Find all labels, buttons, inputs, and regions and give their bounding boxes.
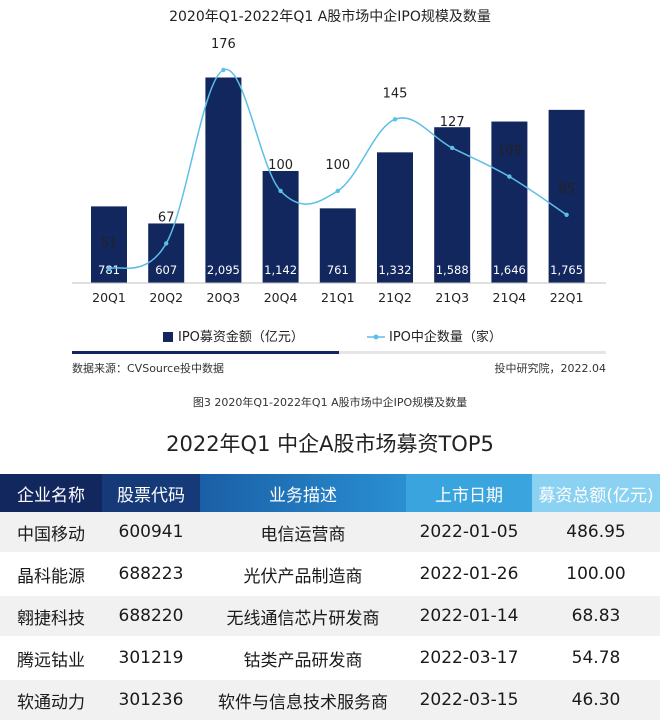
cell-business: 无线通信芯片研发商 bbox=[226, 608, 380, 629]
cell-listing-date: 2022-03-17 bbox=[419, 648, 519, 668]
cell-stock-code: 688220 bbox=[118, 606, 184, 626]
line-value-label: 145 bbox=[383, 86, 408, 101]
cell-amount: 46.30 bbox=[571, 690, 621, 710]
legend-bar-label: IPO募资金额（亿元） bbox=[178, 329, 304, 345]
chart-legend: IPO募资金额（亿元） IPO中企数量（家） bbox=[163, 329, 502, 345]
table-row: 软通动力 301236 软件与信息技术服务商 2022-03-15 46.30 bbox=[0, 680, 660, 722]
cell-business: 软件与信息技术服务商 bbox=[218, 692, 388, 713]
cell-business: 钴类产品研发商 bbox=[243, 650, 363, 671]
legend-bar-swatch bbox=[163, 332, 173, 342]
cell-stock-code: 301236 bbox=[118, 690, 184, 710]
count-line bbox=[108, 69, 568, 270]
header-company: 企业名称 bbox=[0, 474, 102, 512]
top5-table: 企业名称 股票代码 业务描述 上市日期 募资总额(亿元) 中国移动 600941… bbox=[0, 474, 660, 722]
cell-company: 中国移动 bbox=[17, 524, 85, 545]
chart-title: 2020年Q1-2022年Q1 A股市场中企IPO规模及数量 bbox=[169, 9, 491, 25]
line-value-label: 100 bbox=[268, 158, 293, 173]
cell-amount: 486.95 bbox=[566, 522, 626, 542]
line-point bbox=[564, 212, 569, 217]
line-value-label: 127 bbox=[440, 115, 465, 130]
x-tick-label: 20Q4 bbox=[264, 290, 298, 305]
line-value-label: 85 bbox=[558, 182, 575, 197]
bar-value-label: 1,765 bbox=[550, 263, 583, 277]
cell-stock-code: 688223 bbox=[118, 564, 184, 584]
bar-value-label: 1,332 bbox=[379, 263, 412, 277]
table-title: 2022年Q1 中企A股市场募资TOP5 bbox=[166, 432, 494, 456]
bar bbox=[319, 208, 356, 283]
line-value-label: 100 bbox=[325, 158, 350, 173]
cell-company: 晶科能源 bbox=[17, 566, 85, 587]
table-body: 中国移动 600941 电信运营商 2022-01-05 486.95 晶科能源… bbox=[0, 512, 660, 722]
bar-value-label: 2,095 bbox=[207, 263, 240, 277]
cell-amount: 100.00 bbox=[566, 564, 626, 584]
line-value-label: 67 bbox=[158, 210, 175, 225]
cell-company: 翱捷科技 bbox=[17, 608, 85, 629]
x-tick-label: 21Q2 bbox=[378, 290, 412, 305]
bar-value-label: 1,646 bbox=[493, 263, 526, 277]
x-tick-label: 20Q3 bbox=[207, 290, 241, 305]
publisher-note: 投中研究院，2022.04 bbox=[494, 362, 607, 375]
cell-listing-date: 2022-03-15 bbox=[419, 690, 519, 710]
cell-stock-code: 600941 bbox=[118, 522, 184, 542]
line-point bbox=[164, 241, 169, 246]
line-point bbox=[278, 188, 283, 194]
ipo-chart: 7816072,0951,1427611,3321,5881,6461,765 … bbox=[72, 37, 606, 354]
cell-stock-code: 301219 bbox=[118, 648, 184, 668]
table-row: 翱捷科技 688220 无线通信芯片研发商 2022-01-14 68.83 bbox=[0, 596, 660, 638]
data-source: 数据来源：CVSource投中数据 bbox=[72, 362, 224, 375]
x-tick-label: 20Q2 bbox=[149, 290, 183, 305]
header-business: 业务描述 bbox=[200, 474, 406, 512]
header-listing-date: 上市日期 bbox=[406, 474, 532, 512]
legend-line-marker bbox=[373, 334, 379, 340]
bar bbox=[548, 109, 585, 283]
x-tick-label: 21Q3 bbox=[435, 290, 469, 305]
bar bbox=[377, 152, 413, 283]
bar bbox=[205, 77, 242, 283]
line-point bbox=[221, 67, 226, 73]
legend-line-label: IPO中企数量（家） bbox=[389, 329, 502, 345]
divider-bar bbox=[72, 351, 606, 354]
x-tick-label: 21Q4 bbox=[493, 290, 527, 305]
bar-value-label: 607 bbox=[155, 263, 177, 277]
line-value-label: 51 bbox=[101, 236, 118, 251]
bar bbox=[148, 223, 185, 283]
cell-business: 电信运营商 bbox=[260, 524, 346, 545]
header-amount: 募资总额(亿元) bbox=[532, 474, 660, 512]
cell-amount: 68.83 bbox=[571, 606, 621, 626]
header-stock-code: 股票代码 bbox=[102, 474, 200, 512]
bar bbox=[434, 127, 471, 283]
bar bbox=[491, 121, 528, 283]
cell-listing-date: 2022-01-14 bbox=[419, 606, 519, 626]
bar-value-label: 761 bbox=[327, 263, 349, 277]
cell-company: 软通动力 bbox=[17, 692, 85, 713]
cell-amount: 54.78 bbox=[571, 648, 621, 668]
line-value-label: 109 bbox=[497, 144, 522, 159]
line-point bbox=[507, 174, 512, 179]
table-header: 企业名称 股票代码 业务描述 上市日期 募资总额(亿元) bbox=[0, 474, 660, 512]
x-tick-label: 21Q1 bbox=[321, 290, 355, 305]
cell-listing-date: 2022-01-26 bbox=[419, 564, 519, 584]
table-row: 腾远钴业 301219 钴类产品研发商 2022-03-17 54.78 bbox=[0, 638, 660, 680]
cell-business: 光伏产品制造商 bbox=[243, 566, 363, 587]
line-value-label: 176 bbox=[211, 37, 236, 52]
cell-company: 腾远钴业 bbox=[17, 650, 85, 671]
line-point bbox=[392, 117, 398, 122]
x-tick-label: 22Q1 bbox=[550, 290, 584, 305]
bar-value-label: 1,142 bbox=[264, 263, 297, 277]
cell-listing-date: 2022-01-05 bbox=[419, 522, 519, 542]
line-point bbox=[335, 188, 340, 194]
line-point bbox=[450, 145, 455, 151]
table-row: 晶科能源 688223 光伏产品制造商 2022-01-26 100.00 bbox=[0, 554, 660, 596]
line-point bbox=[106, 266, 112, 272]
x-tick-label: 20Q1 bbox=[92, 290, 126, 305]
figure-caption: 图3 2020年Q1-2022年Q1 A股市场中企IPO规模及数量 bbox=[192, 396, 468, 409]
table-row: 中国移动 600941 电信运营商 2022-01-05 486.95 bbox=[0, 512, 660, 554]
bar-value-label: 1,588 bbox=[436, 263, 469, 277]
